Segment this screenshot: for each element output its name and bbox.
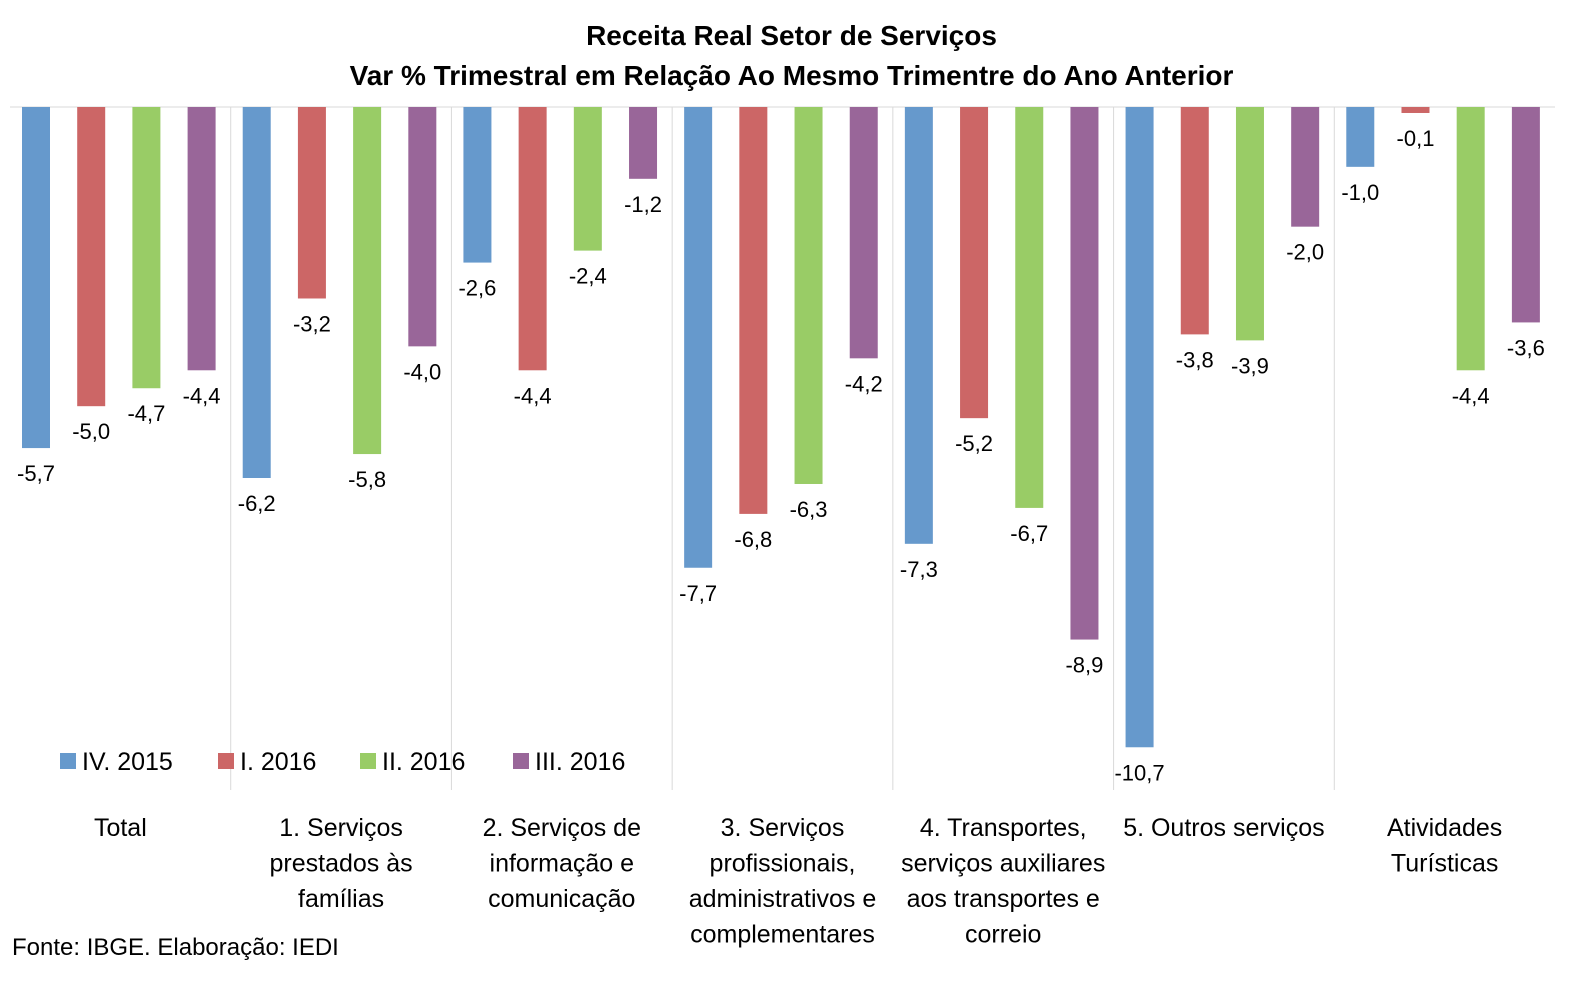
bar [463,107,492,263]
category-label: Total [94,814,147,842]
bar [684,107,713,568]
category-label: Turísticas [1391,850,1498,878]
legend-swatch [513,753,529,769]
data-label: -2,0 [1286,240,1324,265]
bar [187,107,216,371]
legend-label: IV. 2015 [82,748,173,776]
category-label: complementares [690,921,875,949]
bar [1456,107,1485,371]
bar [297,107,326,299]
data-label: -10,7 [1114,760,1164,785]
bar [518,107,547,371]
data-label: -6,3 [790,497,828,522]
data-label: -4,4 [514,383,552,408]
data-label: -6,8 [734,527,772,552]
data-label: -3,8 [1176,347,1214,372]
category-label: informação e [490,850,635,878]
legend-label: I. 2016 [240,748,316,776]
category-label: comunicação [488,885,635,913]
chart-title-line2: Var % Trimestral em Relação Ao Mesmo Tri… [349,60,1234,91]
bar [132,107,161,389]
category-label: Atividades [1387,814,1502,842]
bar [77,107,106,407]
bar [1070,107,1099,640]
bar [960,107,989,419]
category-label: profissionais, [710,850,856,878]
bar [904,107,933,544]
data-label: -5,8 [348,467,386,492]
category-label: 5. Outros serviços [1123,814,1324,842]
bar [1180,107,1209,335]
category-label: correio [965,921,1041,949]
bar [739,107,768,514]
data-label: -2,6 [458,276,496,301]
data-label: -4,4 [1452,383,1490,408]
legend-swatch [60,753,76,769]
category-label: serviços auxiliares [901,850,1105,878]
bar [573,107,602,251]
bar [1015,107,1044,508]
bar [849,107,878,359]
bar [629,107,658,179]
source-note: Fonte: IBGE. Elaboração: IEDI [12,934,339,961]
category-label: administrativos e [689,885,877,913]
data-label: -3,9 [1231,353,1269,378]
bar [22,107,50,449]
data-label: -8,9 [1065,653,1103,678]
chart-title-line1: Receita Real Setor de Serviços [586,20,997,51]
category-label: 4. Transportes, [920,814,1087,842]
bar [408,107,437,347]
data-label: -4,0 [403,359,441,384]
data-label: -5,2 [955,431,993,456]
data-label: -2,4 [569,264,607,289]
data-label: -6,7 [1010,521,1048,546]
bar [1401,107,1430,113]
bar [242,107,271,478]
category-label: aos transportes e [907,885,1100,913]
category-label: 3. Serviços [721,814,845,842]
data-label: -7,3 [900,557,938,582]
data-label: -3,6 [1507,335,1545,360]
bar [1511,107,1540,323]
bar [794,107,823,484]
bar [1235,107,1264,341]
data-label: -6,2 [238,491,276,516]
data-label: -0,1 [1397,126,1435,151]
legend-swatch [218,753,234,769]
legend-label: II. 2016 [382,748,465,776]
legend-label: III. 2016 [535,748,625,776]
data-label: -5,0 [72,419,110,444]
data-label: -3,2 [293,311,331,336]
data-label: -1,0 [1341,180,1379,205]
bar [1125,107,1154,748]
category-label: 2. Serviços de [483,814,641,842]
data-label: -4,4 [183,383,221,408]
data-label: -7,7 [679,581,717,606]
data-label: -4,7 [127,401,165,426]
category-label: prestados às [270,850,413,878]
bar [1291,107,1320,227]
data-label: -1,2 [624,192,662,217]
bar [1346,107,1375,167]
bar [353,107,382,455]
category-label: famílias [298,885,384,913]
legend-swatch [360,753,376,769]
data-label: -5,7 [17,461,55,486]
data-label: -4,2 [845,371,883,396]
category-label: 1. Serviços [279,814,403,842]
